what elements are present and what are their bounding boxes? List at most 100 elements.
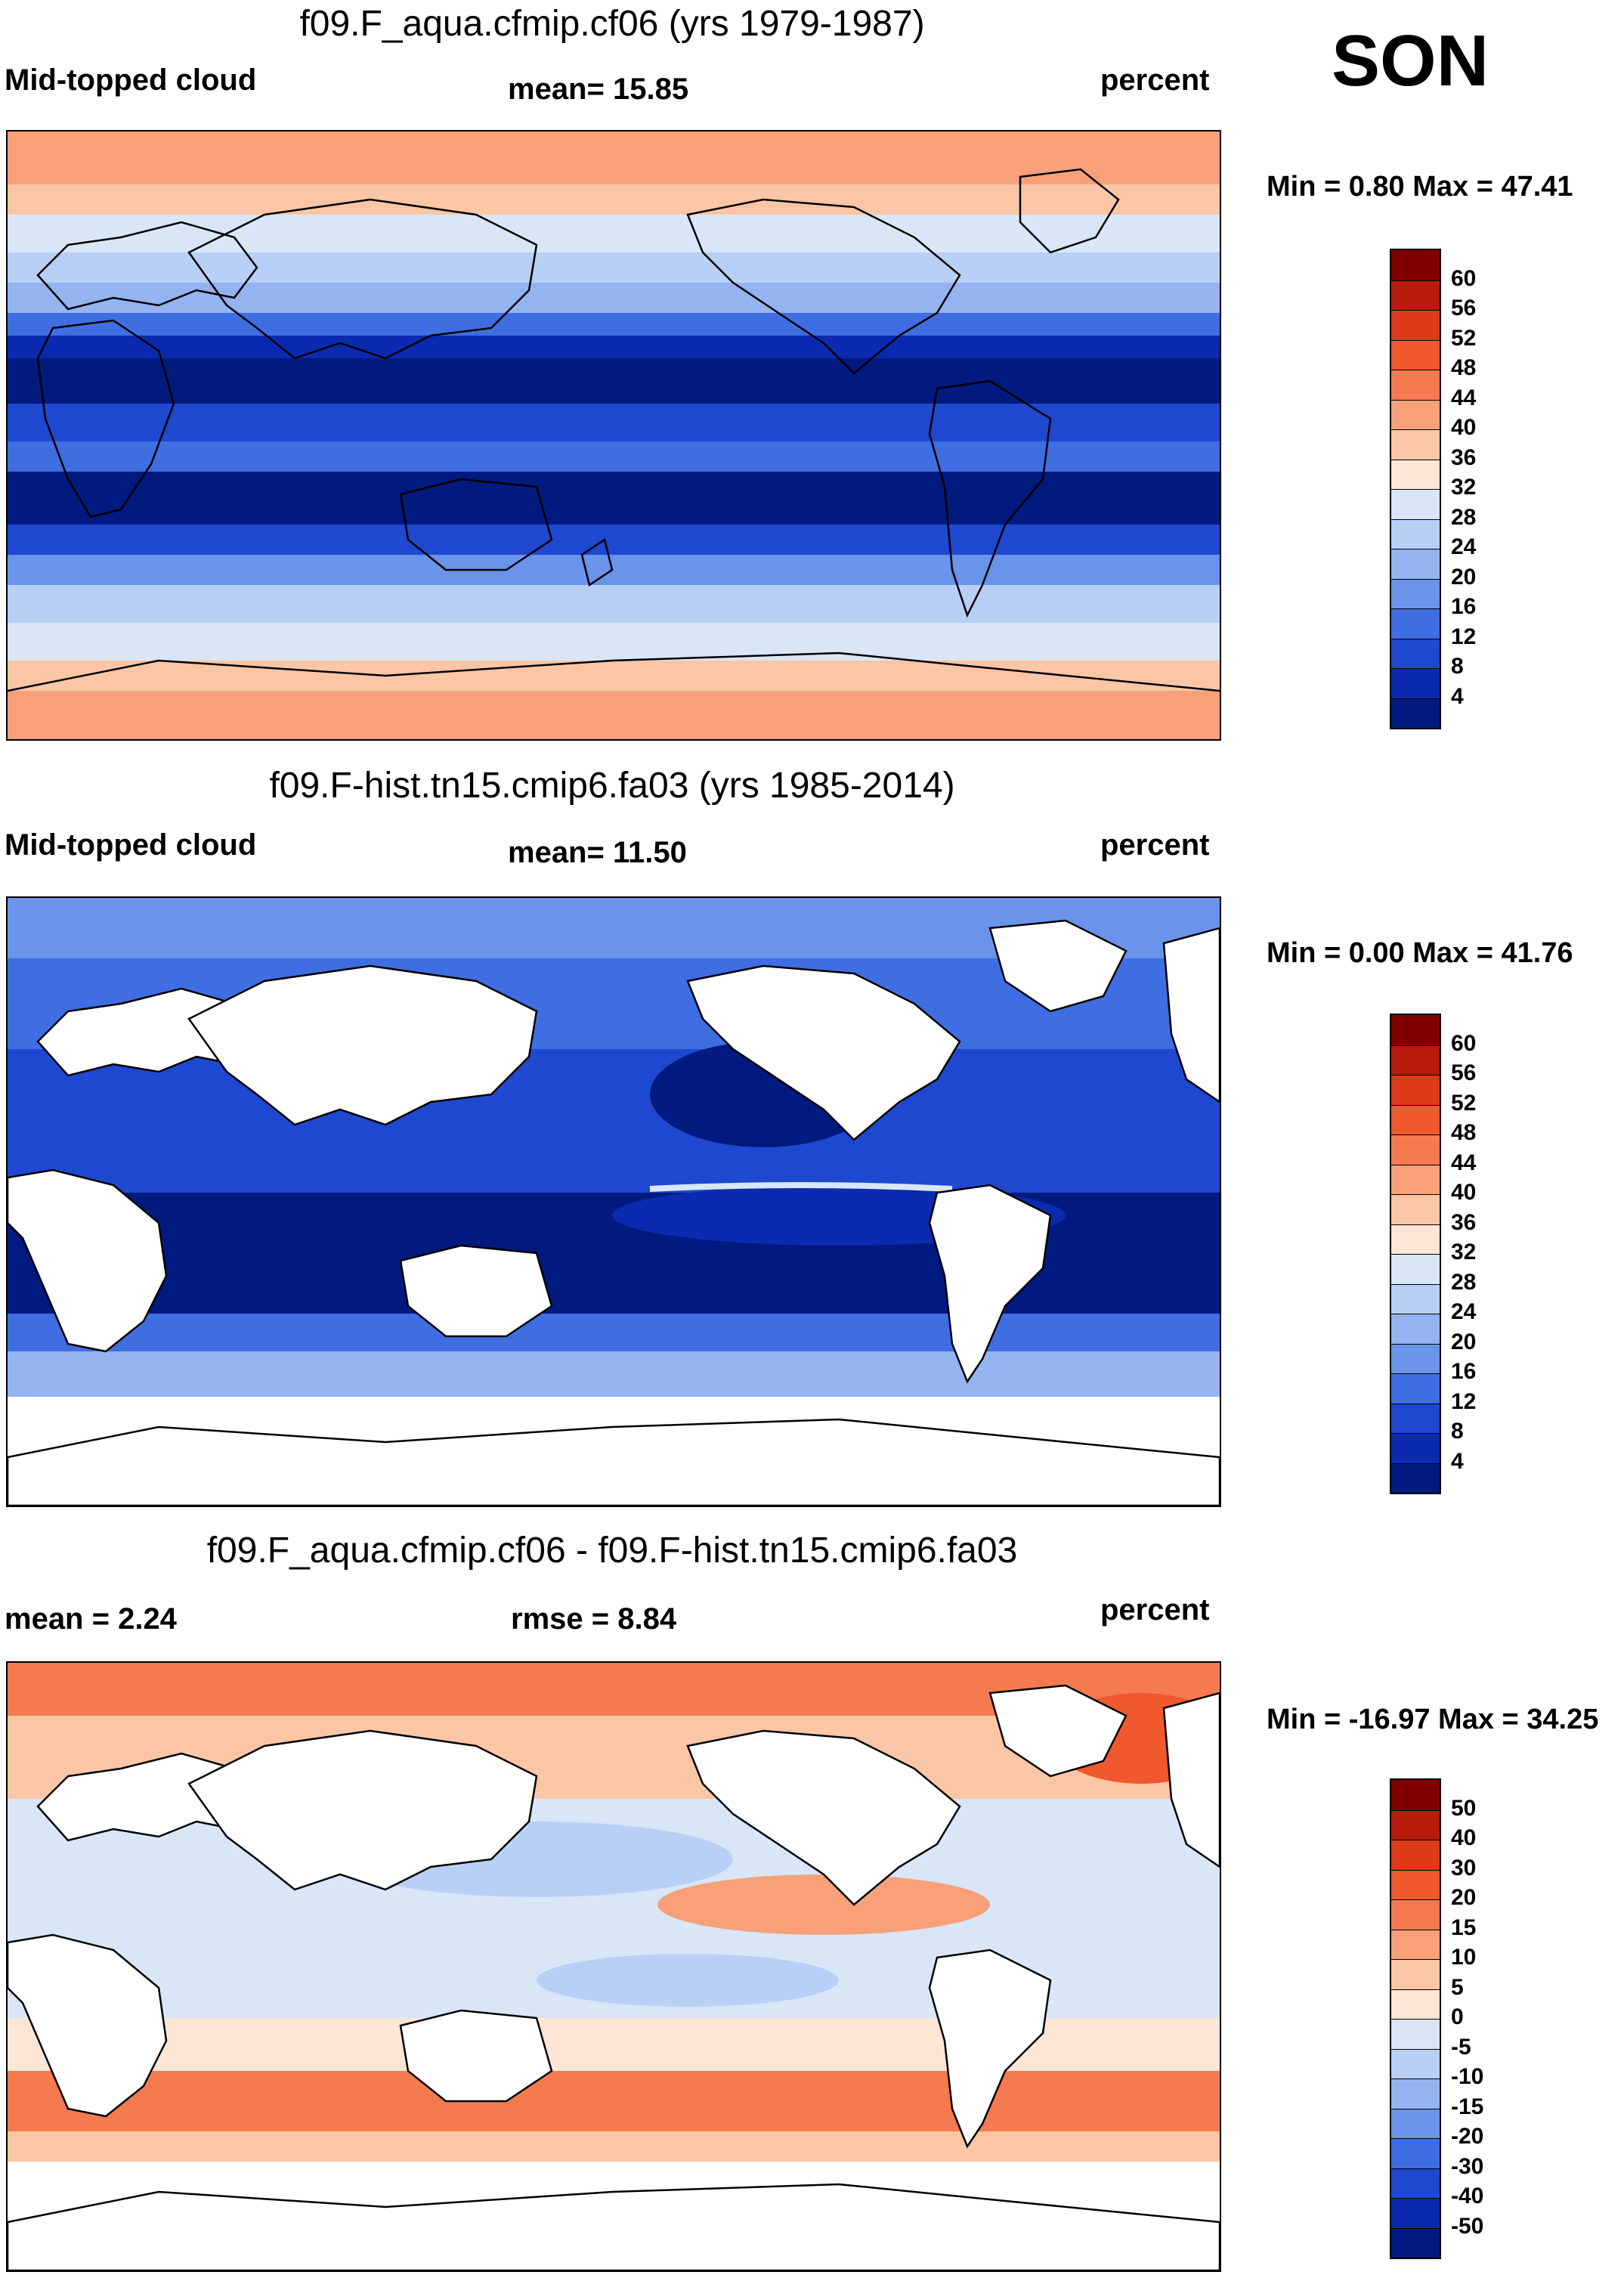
band: [8, 1351, 1220, 1397]
colorbar-tick-label: 8: [1451, 1419, 1464, 1444]
colorbar-tick-label: -10: [1451, 2064, 1484, 2089]
land: [8, 919, 1220, 1506]
band: [8, 283, 1220, 313]
colorbar-box: [1391, 1015, 1440, 1045]
colorbar-tick-label: 20: [1451, 564, 1477, 590]
panel-1-map: [6, 130, 1221, 741]
band: [8, 336, 1220, 358]
colorbar-tick-label: 24: [1451, 534, 1477, 559]
colorbar-box: [1391, 1164, 1440, 1194]
colorbar-tick-label: 60: [1451, 1030, 1477, 1056]
colorbar-box: [1391, 1075, 1440, 1105]
colorbar-box: [1391, 2108, 1440, 2138]
colorbar-tick-label: -20: [1451, 2124, 1484, 2149]
panel-2-title: f09.F-hist.tn15.cmip6.fa03 (yrs 1985-201…: [269, 766, 955, 806]
panel-3-center-label: rmse = 8.84: [511, 1602, 677, 1636]
colorbar-tick-label: 36: [1451, 1209, 1477, 1235]
band: [8, 358, 1220, 404]
colorbar-box: [1391, 1433, 1440, 1463]
colorbar-box: [1391, 1194, 1440, 1224]
band: [8, 252, 1220, 283]
colorbar-tick-label: 44: [1451, 1150, 1477, 1175]
panel-2-center-label: mean= 11.50: [508, 836, 687, 869]
colorbar-box: [1391, 608, 1440, 639]
land: [8, 1684, 1220, 2270]
season-label: SON: [1332, 20, 1489, 101]
colorbar-box: [1391, 1104, 1440, 1134]
coastlines: [8, 168, 1220, 692]
colorbar-box: [1391, 489, 1440, 519]
colorbar-tick-label: 5: [1451, 1974, 1464, 2000]
panel-1-units: percent: [1100, 63, 1210, 97]
panel-1-minmax: Min = 0.80 Max = 47.41: [1267, 171, 1573, 203]
blob: [537, 1954, 839, 2007]
panel-1-title: f09.F_aqua.cfmip.cf06 (yrs 1979-1987): [299, 4, 925, 44]
colorbar-box: [1391, 459, 1440, 489]
panel-2-colorbar: [1390, 1014, 1441, 1494]
colorbar-tick-label: 32: [1451, 475, 1477, 500]
colorbar-tick-label: -5: [1451, 2034, 1471, 2060]
colorbar-box: [1391, 1314, 1440, 1344]
colorbar-box: [1391, 549, 1440, 579]
band: [8, 132, 1220, 184]
colorbar-tick-label: 24: [1451, 1299, 1477, 1324]
colorbar-tick-label: 4: [1451, 683, 1464, 709]
colorbar-box: [1391, 2019, 1440, 2049]
colorbar-tick-label: 15: [1451, 1914, 1477, 1940]
panel-3-title: f09.F_aqua.cfmip.cf06 - f09.F-hist.tn15.…: [206, 1531, 1018, 1571]
colorbar-box: [1391, 399, 1440, 429]
colorbar-tick-label: 28: [1451, 1269, 1477, 1295]
colorbar-box: [1391, 2168, 1440, 2198]
colorbar-box: [1391, 1929, 1440, 1959]
colorbar-box: [1391, 1899, 1440, 1930]
colorbar-tick-label: 12: [1451, 1388, 1477, 1414]
colorbar-box: [1391, 1373, 1440, 1404]
colorbar-box: [1391, 370, 1440, 400]
colorbar-box: [1391, 310, 1440, 340]
panel-1-colorbar: [1390, 249, 1441, 729]
colorbar-box: [1391, 698, 1440, 728]
colorbar-box: [1391, 1869, 1440, 1899]
panel-3-left-label: mean = 2.24: [5, 1602, 177, 1636]
colorbar-box: [1391, 1045, 1440, 1075]
panel-2-minmax: Min = 0.00 Max = 41.76: [1267, 937, 1573, 969]
panel-3-colorbar: [1390, 1778, 1441, 2259]
colorbar-tick-label: 0: [1451, 2004, 1464, 2029]
panel-2-units: percent: [1100, 828, 1210, 862]
band: [8, 2131, 1220, 2162]
colorbar-box: [1391, 2138, 1440, 2168]
colorbar-tick-label: 16: [1451, 594, 1477, 619]
colorbar-box: [1391, 1989, 1440, 2019]
band: [8, 215, 1220, 252]
colorbar-box: [1391, 638, 1440, 668]
colorbar-tick-label: 28: [1451, 504, 1477, 530]
colorbar-tick-label: 30: [1451, 1855, 1477, 1880]
colorbar-tick-label: 16: [1451, 1359, 1477, 1384]
panel-2-map: [6, 896, 1221, 1507]
colorbar-tick-label: 40: [1451, 415, 1477, 440]
colorbar-tick-label: 60: [1451, 265, 1477, 291]
band: [8, 691, 1220, 739]
colorbar-tick-label: 48: [1451, 355, 1477, 380]
colorbar-tick-label: 36: [1451, 444, 1477, 470]
band: [8, 313, 1220, 336]
blob: [657, 1874, 990, 1935]
panel-2-left-label: Mid-topped cloud: [5, 828, 257, 862]
colorbar-box: [1391, 1959, 1440, 1989]
colorbar-tick-label: 32: [1451, 1240, 1477, 1264]
colorbar-box: [1391, 339, 1440, 370]
colorbar-tick-label: -15: [1451, 2094, 1484, 2119]
colorbar-box: [1391, 668, 1440, 698]
colorbar-tick-label: 56: [1451, 1060, 1477, 1085]
band: [8, 441, 1220, 472]
panel-3-units: percent: [1100, 1593, 1210, 1627]
colorbar-box: [1391, 1462, 1440, 1493]
colorbar-box: [1391, 2227, 1440, 2258]
colorbar-box: [1391, 1254, 1440, 1284]
colorbar-tick-label: -50: [1451, 2213, 1484, 2239]
colorbar-tick-label: 44: [1451, 385, 1477, 410]
panel-3-map: [6, 1661, 1221, 2272]
colorbar-box: [1391, 1840, 1440, 1870]
band: [8, 472, 1220, 525]
